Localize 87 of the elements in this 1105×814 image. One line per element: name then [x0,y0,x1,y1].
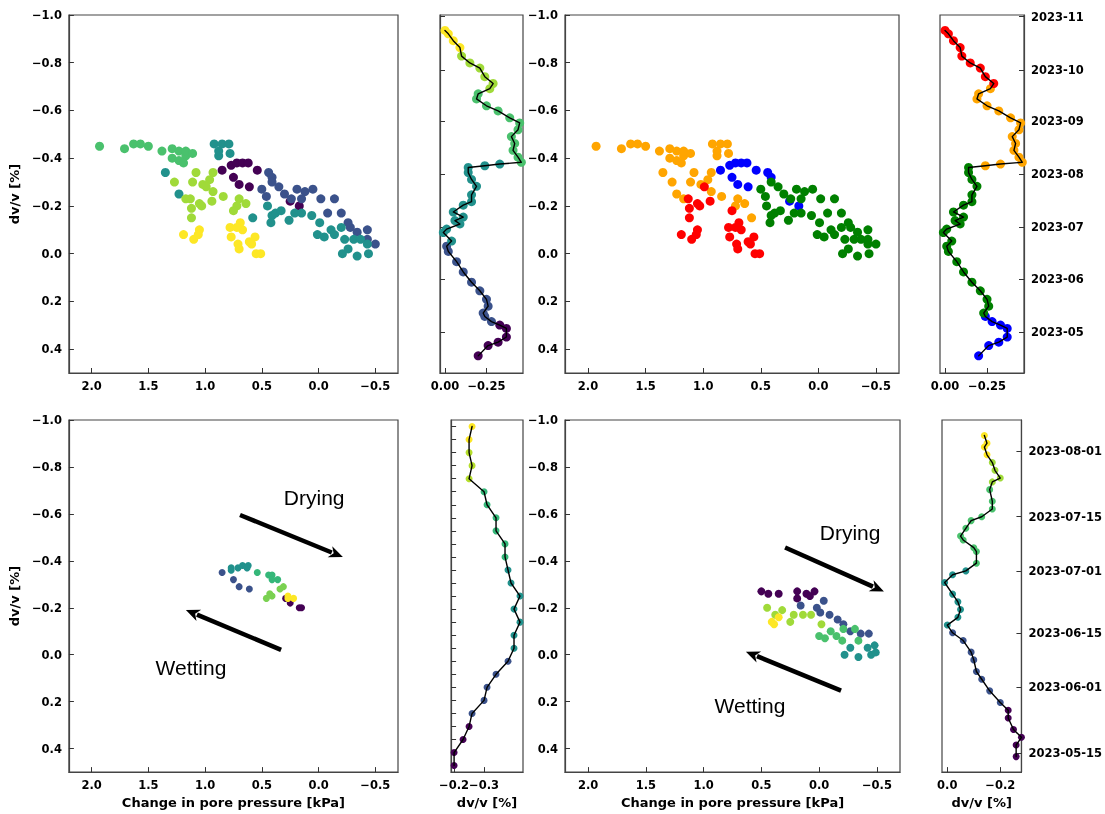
annotation: Wetting [155,655,227,679]
x-axis-title: Change in pore pressure [kPa] [121,795,346,810]
y-tick-label: 0.2 [537,294,558,309]
x-tick-label: −0.5 [861,778,892,793]
y-tick-label: −1.0 [527,413,558,427]
y-axis-title: dv/v [%] [7,565,22,627]
x-tick-label: 0.00 [930,379,960,393]
x-tick-label: −0.25 [467,379,506,393]
x-tick-label: 1.0 [693,778,714,793]
x-tick-label: −0.5 [360,379,391,393]
y-tick-label: −0.2 [31,600,62,615]
x-tick-label: 0.5 [751,778,772,793]
x-tick-label: 0.0 [937,778,958,793]
y-tick-label: 2023-06-01 [1028,679,1102,694]
x-tick-label: 2.0 [577,778,599,793]
annotation: Wetting [714,694,786,718]
x-axis-title: dv/v [%] [456,795,518,810]
y-tick-label: 2023-10 [1031,62,1084,77]
y-tick-label: 2023-08-01 [1028,443,1102,458]
x-tick-label: −0.2 [439,778,470,793]
x-tick-label: −0.3 [469,778,500,793]
y-tick-label: 2023-07-01 [1028,563,1102,578]
x-tick-label: 2.0 [81,379,102,393]
y-tick-label: −0.8 [527,459,558,474]
x-axis-title: Change in pore pressure [kPa] [620,795,845,810]
x-tick-label: 2.0 [577,379,599,393]
y-tick-label: 0.2 [41,694,62,709]
y-tick-label: −0.4 [31,151,62,166]
x-tick-label: −0.5 [860,379,891,393]
y-tick-label: 2023-11 [1031,9,1084,24]
x-tick-label: 0.0 [808,379,829,393]
y-tick-label: 2023-08 [1031,167,1084,182]
y-tick-label: −0.8 [31,459,62,474]
y-tick-label: 0.4 [41,741,62,756]
annotation: Drying [819,520,881,544]
y-tick-label: −0.6 [31,103,62,118]
y-axis-title: dv/v [%] [7,163,22,225]
x-tick-label: −0.2 [985,778,1016,793]
x-tick-label: 0.0 [308,379,329,393]
y-tick-label: −0.4 [31,553,62,568]
x-tick-label: 0.5 [251,379,273,393]
y-tick-label: 2023-06 [1031,271,1084,286]
x-tick-label: −0.5 [360,778,391,793]
y-tick-label: −0.8 [31,55,62,70]
y-tick-label: 0.0 [537,647,558,662]
x-tick-label: 1.0 [194,379,216,393]
x-tick-label: 1.5 [138,778,159,793]
y-tick-label: −0.2 [527,600,558,615]
x-tick-label: 0.0 [308,778,329,793]
x-tick-label: 0.0 [808,778,830,793]
y-tick-label: 0.0 [537,246,558,261]
y-tick-label: 0.2 [537,694,558,709]
y-tick-label: 0.0 [41,647,62,662]
y-tick-label: 0.4 [537,342,558,357]
x-tick-label: 1.5 [138,379,159,393]
y-tick-label: −0.6 [527,506,558,521]
x-tick-label: 0.00 [430,379,460,393]
y-tick-label: −0.4 [527,553,558,568]
x-axis-title: dv/v [%] [951,795,1012,810]
y-tick-label: 0.2 [41,294,62,309]
x-tick-label: 1.5 [635,778,657,793]
y-tick-label: −1.0 [31,413,62,427]
y-tick-label: −0.4 [527,151,558,166]
y-tick-label: 2023-07-15 [1028,509,1102,524]
y-tick-label: 0.4 [41,342,62,357]
x-tick-label: 1.0 [194,778,216,793]
y-tick-label: 2023-06-15 [1028,625,1102,640]
y-tick-label: −1.0 [31,8,62,22]
y-tick-label: 2023-07 [1031,220,1084,235]
y-tick-label: −0.6 [527,103,558,118]
y-tick-label: 2023-05-15 [1028,745,1102,760]
x-tick-label: 1.0 [693,379,714,393]
y-tick-label: −1.0 [527,8,558,22]
y-tick-label: 2023-09 [1031,114,1084,129]
y-tick-label: −0.8 [527,55,558,70]
x-tick-label: 2.0 [81,778,102,793]
x-tick-label: −0.25 [968,379,1007,393]
annotation: Drying [283,485,345,509]
y-tick-label: 0.0 [41,246,62,261]
x-tick-label: 0.5 [750,379,771,393]
y-tick-label: 0.4 [537,741,558,756]
y-tick-label: 2023-05 [1031,324,1084,339]
x-tick-label: 1.5 [635,379,656,393]
y-tick-label: −0.6 [31,506,62,521]
x-tick-label: 0.5 [251,778,273,793]
y-tick-label: −0.2 [31,198,62,213]
y-tick-label: −0.2 [527,198,558,213]
